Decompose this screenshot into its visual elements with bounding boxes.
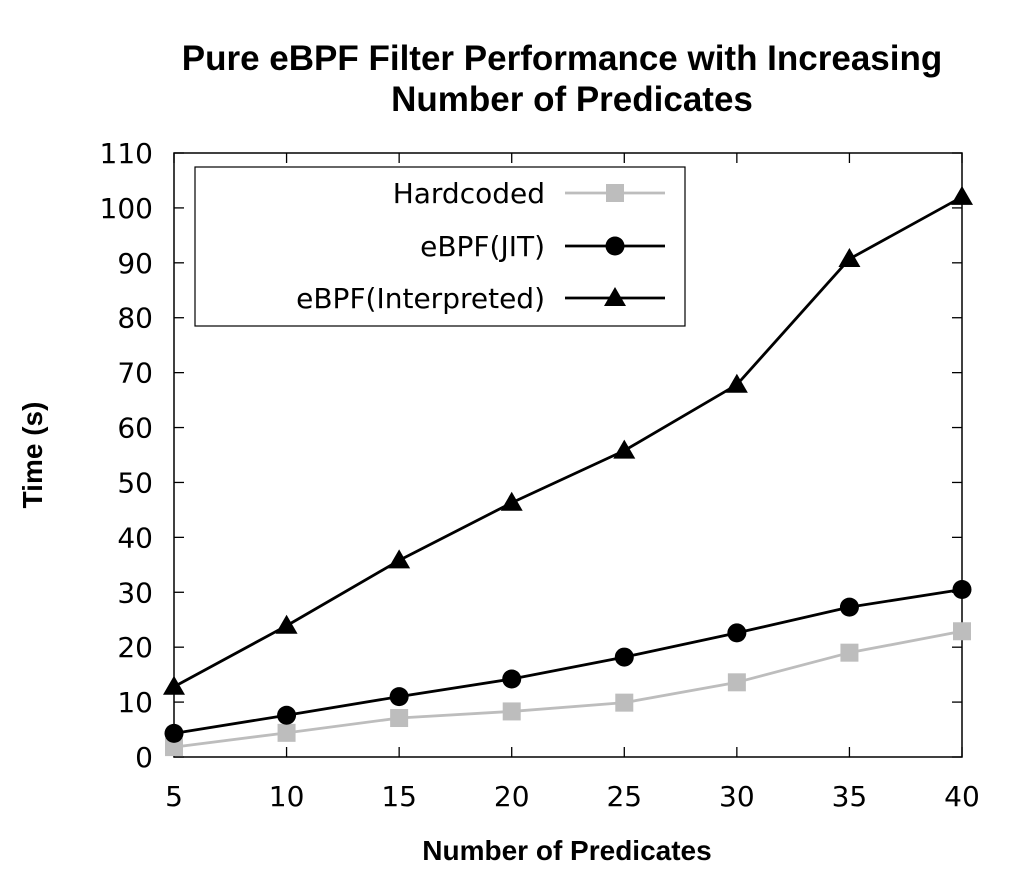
data-point <box>390 709 409 728</box>
x-tick-label: 20 <box>494 780 530 813</box>
x-axis-label: Number of Predicates <box>422 835 711 866</box>
y-tick-label: 30 <box>117 576 153 609</box>
data-point <box>277 705 297 725</box>
data-point <box>951 185 973 205</box>
x-axis: 5 10 15 20 25 30 35 40 <box>165 153 980 813</box>
legend-label: eBPF(Interpreted) <box>296 282 545 315</box>
data-point <box>725 373 748 393</box>
series-line <box>173 588 963 735</box>
y-axis-label: Time (s) <box>17 402 48 509</box>
series-line <box>173 195 963 688</box>
data-point <box>840 643 859 662</box>
x-tick-label: 15 <box>381 780 417 813</box>
chart-title-line-2: Number of Predicates <box>391 80 753 119</box>
legend-marker <box>606 184 624 202</box>
data-point <box>388 549 411 569</box>
y-tick-label: 90 <box>117 247 153 280</box>
data-point <box>389 687 409 707</box>
data-point <box>164 723 184 743</box>
x-tick-label: 5 <box>165 780 183 813</box>
data-point <box>953 622 971 641</box>
x-tick-label: 35 <box>832 780 868 813</box>
plot-area <box>173 152 963 758</box>
y-tick-label: 10 <box>117 686 153 719</box>
data-point <box>613 439 636 459</box>
data-point <box>277 723 296 742</box>
series-circle <box>164 580 972 743</box>
data-point <box>502 669 522 689</box>
data-point <box>615 693 634 712</box>
y-tick-label: 60 <box>117 412 153 445</box>
y-tick-label: 110 <box>100 137 153 170</box>
x-tick-label: 30 <box>719 780 755 813</box>
data-point <box>165 738 183 757</box>
legend-items: Hardcoded eBPF(JIT) eBPF(Interpreted) <box>296 177 665 315</box>
legend-marker <box>605 236 625 256</box>
legend-label: Hardcoded <box>393 177 545 210</box>
y-tick-label: 0 <box>135 741 153 774</box>
y-tick-label: 80 <box>117 302 153 335</box>
x-tick-label: 10 <box>269 780 305 813</box>
data-point <box>839 597 859 617</box>
y-tick-label: 100 <box>100 192 153 225</box>
x-tick-label: 25 <box>606 780 642 813</box>
data-point <box>952 580 972 600</box>
y-tick-label: 50 <box>117 466 153 499</box>
data-point <box>727 673 746 692</box>
data-point <box>727 623 747 643</box>
y-tick-label: 40 <box>117 521 153 554</box>
data-point <box>500 491 523 511</box>
series-triangle <box>163 185 973 695</box>
chart-title-line-1: Pure eBPF Filter Performance with Increa… <box>182 39 943 78</box>
data-point <box>838 247 861 267</box>
y-axis: 0 10 20 30 40 50 60 70 80 90 100 110 <box>100 137 962 774</box>
legend-label: eBPF(JIT) <box>420 230 545 263</box>
series-square <box>165 622 971 757</box>
data-point <box>614 647 634 667</box>
data-point <box>275 614 298 634</box>
data-point <box>163 675 185 695</box>
y-tick-label: 20 <box>117 631 153 664</box>
x-tick-label: 40 <box>944 780 980 813</box>
legend-marker <box>604 287 626 306</box>
chart-title: Pure eBPF Filter Performance with Increa… <box>182 39 943 119</box>
y-tick-label: 70 <box>117 357 153 390</box>
legend: Hardcoded eBPF(JIT) eBPF(Interpreted) <box>194 166 686 327</box>
series-line <box>173 629 963 749</box>
data-point <box>502 702 521 721</box>
series-layer <box>163 185 973 757</box>
